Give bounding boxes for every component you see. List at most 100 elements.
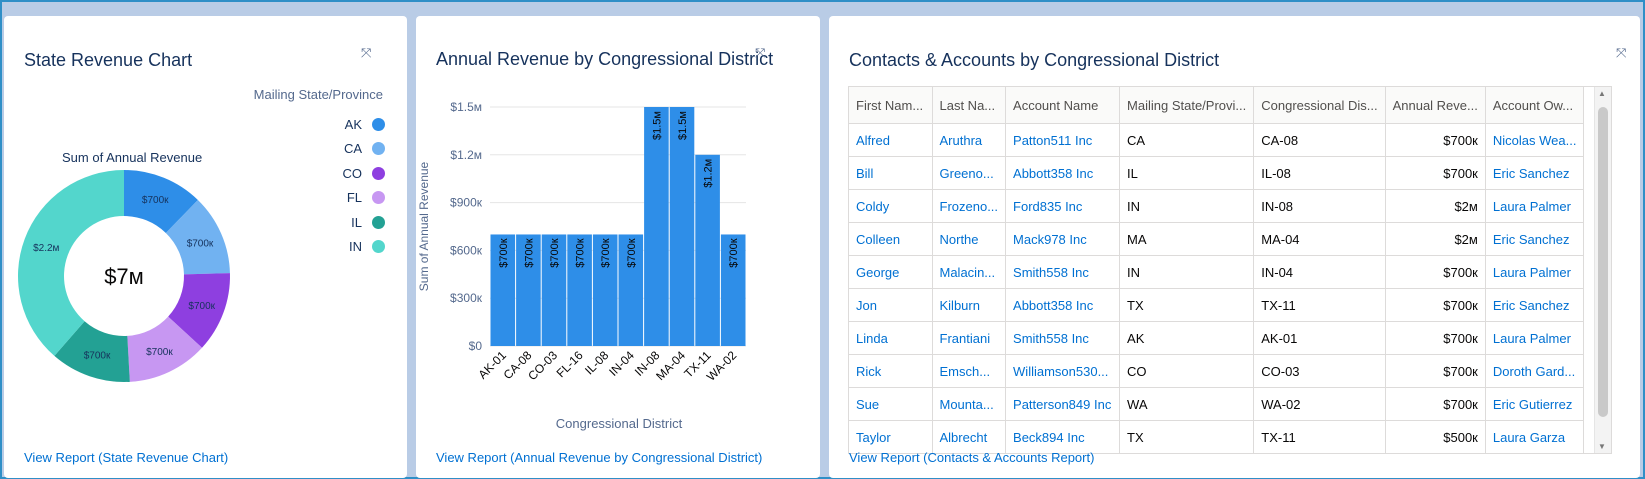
table-cell[interactable]: Malacin... <box>932 255 1007 289</box>
table-cell[interactable]: Patton511 Inc <box>1005 123 1121 157</box>
bar-ca-08[interactable] <box>516 234 541 346</box>
legend-label: IL <box>351 214 362 230</box>
legend-label: CO <box>342 165 363 181</box>
table-cell[interactable]: Patterson849 Inc <box>1005 387 1121 421</box>
donut-slice-il[interactable] <box>54 321 130 382</box>
table-scrollbar[interactable]: ▲ ▼ <box>1594 87 1611 453</box>
table-cell[interactable]: Eric Gutierrez <box>1485 387 1585 421</box>
bar-co-03[interactable] <box>541 234 567 346</box>
table-cell[interactable]: Abbott358 Inc <box>1005 288 1121 322</box>
table-cell[interactable]: Rick <box>849 354 933 388</box>
table-row: Colleen Northe Mack978 Inc MA MA-04 $2м Eric S… <box>849 222 1585 256</box>
column-header[interactable]: Account Ow... <box>1485 87 1585 124</box>
table-cell[interactable]: Greeno... <box>932 156 1007 190</box>
scroll-up-icon[interactable]: ▲ <box>1598 89 1606 98</box>
table-cell: CA <box>1119 123 1255 157</box>
card-title: Annual Revenue by Congressional District <box>436 49 774 69</box>
donut-chart[interactable]: $700к $700к $700к $700к $700к $2.2м $7м <box>4 166 264 396</box>
expand-icon[interactable]: ⤧ <box>361 46 372 61</box>
table-cell[interactable]: George <box>849 255 933 289</box>
district-revenue-card: Annual Revenue by Congressional District… <box>416 16 820 478</box>
table-cell[interactable]: Aruthra <box>932 123 1007 157</box>
legend-item[interactable]: CO <box>342 161 385 186</box>
expand-icon[interactable]: ⤧ <box>1616 46 1627 61</box>
table-cell[interactable]: Eric Sanchez <box>1485 288 1585 322</box>
column-header[interactable]: Annual Reve... <box>1385 87 1486 124</box>
donut-slice-co[interactable] <box>168 273 230 348</box>
view-report-link[interactable]: View Report (State Revenue Chart) <box>24 450 229 465</box>
table-cell: CO <box>1119 354 1255 388</box>
table-body: Alfred Aruthra Patton511 Inc CA CA-08 $700к Ni… <box>849 123 1585 453</box>
table-cell[interactable]: Taylor <box>849 420 933 453</box>
bar-value-label: $700к <box>523 238 535 267</box>
legend-item[interactable]: AK <box>343 112 385 137</box>
table-cell[interactable]: Smith558 Inc <box>1005 255 1121 289</box>
table-cell[interactable]: Laura Palmer <box>1485 255 1585 289</box>
bar-fl-16[interactable] <box>567 234 592 346</box>
table-cell[interactable]: Frantiani <box>932 321 1007 355</box>
donut-slice-in[interactable] <box>18 170 125 356</box>
table-cell[interactable]: Albrecht <box>932 420 1007 453</box>
table-cell[interactable]: Ford835 Inc <box>1005 189 1121 223</box>
column-header[interactable]: Mailing State/Provi... <box>1119 87 1255 124</box>
table-cell: AK-01 <box>1253 321 1386 355</box>
column-header[interactable]: First Nam... <box>849 87 933 124</box>
table-cell[interactable]: Coldy <box>849 189 933 223</box>
scroll-down-icon[interactable]: ▼ <box>1598 442 1606 451</box>
table-cell[interactable]: Sue <box>849 387 933 421</box>
bar-value-label: $700к <box>498 238 510 267</box>
bar-il-08[interactable] <box>592 234 618 346</box>
table-cell[interactable]: Bill <box>849 156 933 190</box>
table-cell[interactable]: Doroth Gard... <box>1485 354 1585 388</box>
view-report-link[interactable]: View Report (Annual Revenue by Congressi… <box>436 450 763 465</box>
bar-in-08[interactable] <box>644 107 669 346</box>
bar-ak-01[interactable] <box>490 234 516 346</box>
table-cell[interactable]: Beck894 Inc <box>1005 420 1121 453</box>
table-cell[interactable]: Eric Sanchez <box>1485 156 1585 190</box>
legend-item[interactable]: CA <box>343 137 385 162</box>
report-table-container: First Nam... Last Na... Account Name Mailin… <box>848 86 1612 454</box>
table-cell[interactable]: Mack978 Inc <box>1005 222 1121 256</box>
legend: AK CA CO FL IL IN <box>342 112 385 260</box>
donut-slice-ca[interactable] <box>165 200 230 275</box>
view-report-link[interactable]: View Report (Contacts & Accounts Report) <box>849 450 1095 465</box>
column-header[interactable]: Last Na... <box>932 87 1007 124</box>
legend-item[interactable]: FL <box>343 186 385 211</box>
column-header[interactable]: Account Name <box>1005 87 1121 124</box>
table-cell[interactable]: Laura Palmer <box>1485 189 1585 223</box>
table-cell[interactable]: Smith558 Inc <box>1005 321 1121 355</box>
table-cell[interactable]: Eric Sanchez <box>1485 222 1585 256</box>
report-table: First Nam... Last Na... Account Name Mailin… <box>849 87 1585 453</box>
table-cell[interactable]: Williamson530... <box>1005 354 1121 388</box>
table-cell[interactable]: Linda <box>849 321 933 355</box>
bar-chart[interactable]: $0$300к$600к$900к$1.2м$1.5м$700кAK-01$70… <box>416 91 820 451</box>
bar-in-04[interactable] <box>618 234 644 346</box>
table-cell[interactable]: Emsch... <box>932 354 1007 388</box>
scroll-thumb[interactable] <box>1598 107 1608 417</box>
table-cell[interactable]: Nicolas Wea... <box>1485 123 1585 157</box>
table-cell: IN-08 <box>1253 189 1386 223</box>
table-cell[interactable]: Mounta... <box>932 387 1007 421</box>
table-cell: IL-08 <box>1253 156 1386 190</box>
column-header[interactable]: Congressional Dis... <box>1253 87 1386 124</box>
x-tick-label: WA-02 <box>704 348 740 384</box>
table-cell[interactable]: Jon <box>849 288 933 322</box>
table-cell[interactable]: Abbott358 Inc <box>1005 156 1121 190</box>
bar-ma-04[interactable] <box>669 107 695 346</box>
table-cell[interactable]: Laura Palmer <box>1485 321 1585 355</box>
donut-center-label: $7м <box>104 264 144 289</box>
table-cell[interactable]: Frozeno... <box>932 189 1007 223</box>
expand-icon[interactable]: ⤧ <box>755 46 766 61</box>
table-cell[interactable]: Northe <box>932 222 1007 256</box>
bar-tx-11[interactable] <box>695 154 720 346</box>
donut-slice-ak[interactable] <box>124 170 198 233</box>
donut-slice-fl[interactable] <box>127 316 202 382</box>
table-cell[interactable]: Laura Garza <box>1485 420 1585 453</box>
bar-wa-02[interactable] <box>720 234 746 346</box>
legend-item[interactable]: IN <box>343 235 385 260</box>
table-cell[interactable]: Alfred <box>849 123 933 157</box>
bar-value-label: $700к <box>728 238 740 267</box>
table-cell[interactable]: Kilburn <box>932 288 1007 322</box>
legend-item[interactable]: IL <box>343 210 385 235</box>
table-cell[interactable]: Colleen <box>849 222 933 256</box>
